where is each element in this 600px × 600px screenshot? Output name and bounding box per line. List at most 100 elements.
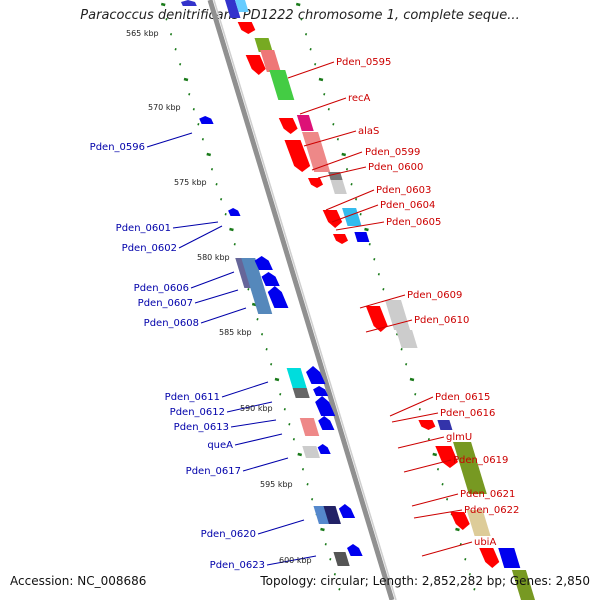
gene-feature[interactable] bbox=[278, 118, 298, 134]
gene-feature[interactable] bbox=[466, 510, 491, 536]
gene-feature[interactable] bbox=[418, 420, 436, 430]
gene-feature[interactable] bbox=[323, 506, 341, 524]
gene-feature[interactable] bbox=[330, 180, 347, 194]
gene-arrow-forward[interactable] bbox=[278, 118, 298, 134]
gene-label-reca[interactable]: recA bbox=[348, 93, 371, 104]
gene-feature[interactable] bbox=[260, 50, 281, 72]
gene-arrow-reverse[interactable] bbox=[261, 272, 280, 286]
gene-label-pden-0622[interactable]: Pden_0622 bbox=[464, 505, 519, 516]
gene-feature[interactable] bbox=[284, 140, 311, 172]
gene-block[interactable] bbox=[437, 420, 453, 430]
gene-feature[interactable] bbox=[225, 0, 241, 18]
gene-label-ubia[interactable]: ubiA bbox=[474, 537, 496, 548]
gene-feature[interactable] bbox=[261, 272, 280, 286]
gene-label-pden-0595[interactable]: Pden_0595 bbox=[336, 57, 391, 68]
gene-label-alas[interactable]: alaS bbox=[358, 126, 379, 137]
gene-label-pden-0600[interactable]: Pden_0600 bbox=[368, 162, 423, 173]
gene-feature[interactable] bbox=[479, 548, 500, 568]
gene-feature[interactable] bbox=[269, 70, 295, 100]
gene-label-pden-0602[interactable]: Pden_0602 bbox=[122, 243, 177, 254]
gene-block[interactable] bbox=[498, 548, 521, 568]
gene-block[interactable] bbox=[269, 70, 295, 100]
gene-feature[interactable] bbox=[199, 116, 214, 124]
gene-feature[interactable] bbox=[318, 416, 335, 430]
gene-block[interactable] bbox=[333, 552, 350, 566]
gene-arrow-forward[interactable] bbox=[307, 178, 324, 188]
gene-label-pden-0619[interactable]: Pden_0619 bbox=[453, 455, 508, 466]
gene-arrow-forward[interactable] bbox=[479, 548, 500, 568]
gene-block[interactable] bbox=[296, 115, 314, 131]
gene-arrow-reverse[interactable] bbox=[347, 544, 363, 556]
gene-arrow-forward[interactable] bbox=[450, 512, 470, 530]
gene-label-pden-0620[interactable]: Pden_0620 bbox=[201, 529, 256, 540]
gene-feature[interactable] bbox=[435, 446, 458, 468]
gene-feature[interactable] bbox=[241, 258, 273, 314]
gene-feature[interactable] bbox=[332, 234, 349, 244]
gene-feature[interactable] bbox=[333, 552, 350, 566]
gene-label-pden-0610[interactable]: Pden_0610 bbox=[414, 315, 469, 326]
gene-label-pden-0621[interactable]: Pden_0621 bbox=[460, 489, 515, 500]
gene-label-pden-0603[interactable]: Pden_0603 bbox=[376, 185, 431, 196]
gene-label-pden-0611[interactable]: Pden_0611 bbox=[165, 392, 220, 403]
gene-feature[interactable] bbox=[365, 306, 388, 332]
gene-arrow-reverse[interactable] bbox=[199, 116, 214, 124]
gene-label-pden-0599[interactable]: Pden_0599 bbox=[365, 147, 420, 158]
gene-feature[interactable] bbox=[317, 444, 331, 454]
gene-feature[interactable] bbox=[286, 368, 308, 390]
gene-feature[interactable] bbox=[254, 256, 273, 270]
gene-feature[interactable] bbox=[307, 178, 324, 188]
gene-feature[interactable] bbox=[498, 548, 521, 568]
gene-block[interactable] bbox=[299, 418, 320, 436]
gene-feature[interactable] bbox=[245, 55, 266, 75]
gene-block[interactable] bbox=[354, 232, 370, 242]
gene-arrow-forward[interactable] bbox=[418, 420, 436, 430]
gene-feature[interactable] bbox=[354, 232, 370, 242]
gene-label-pden-0617[interactable]: Pden_0617 bbox=[186, 466, 241, 477]
gene-block[interactable] bbox=[385, 300, 411, 330]
gene-arrow-reverse[interactable] bbox=[267, 286, 289, 308]
gene-block[interactable] bbox=[302, 132, 331, 172]
gene-label-pden-0601[interactable]: Pden_0601 bbox=[116, 223, 171, 234]
gene-block[interactable] bbox=[466, 510, 491, 536]
gene-block[interactable] bbox=[235, 0, 249, 12]
gene-label-pden-0606[interactable]: Pden_0606 bbox=[134, 283, 189, 294]
gene-arrow-reverse[interactable] bbox=[228, 208, 241, 216]
gene-block[interactable] bbox=[396, 330, 418, 348]
gene-block[interactable] bbox=[260, 50, 281, 72]
gene-arrow-forward[interactable] bbox=[435, 446, 458, 468]
gene-feature[interactable] bbox=[313, 386, 329, 396]
gene-feature[interactable] bbox=[302, 132, 331, 172]
gene-feature[interactable] bbox=[453, 442, 487, 494]
gene-block[interactable] bbox=[241, 258, 273, 314]
gene-arrow-reverse[interactable] bbox=[306, 366, 326, 384]
gene-feature[interactable] bbox=[511, 570, 535, 600]
gene-label-pden-0612[interactable]: Pden_0612 bbox=[170, 407, 225, 418]
gene-arrow-forward[interactable] bbox=[237, 22, 256, 34]
gene-feature[interactable] bbox=[328, 172, 343, 180]
gene-arrow-forward[interactable] bbox=[245, 55, 266, 75]
gene-label-pden-0616[interactable]: Pden_0616 bbox=[440, 408, 495, 419]
gene-arrow-forward[interactable] bbox=[322, 210, 343, 228]
gene-feature[interactable] bbox=[322, 210, 343, 228]
gene-label-pden-0605[interactable]: Pden_0605 bbox=[386, 217, 441, 228]
gene-label-pden-0613[interactable]: Pden_0613 bbox=[174, 422, 229, 433]
gene-arrow-reverse[interactable] bbox=[254, 256, 273, 270]
gene-block[interactable] bbox=[292, 388, 310, 398]
gene-arrow-forward[interactable] bbox=[284, 140, 311, 172]
gene-feature[interactable] bbox=[396, 330, 418, 348]
gene-label-pden-0604[interactable]: Pden_0604 bbox=[380, 200, 435, 211]
gene-arrow-reverse[interactable] bbox=[317, 444, 331, 454]
gene-label-pden-0623[interactable]: Pden_0623 bbox=[210, 560, 265, 571]
gene-feature[interactable] bbox=[267, 286, 289, 308]
gene-feature[interactable] bbox=[315, 396, 336, 416]
gene-block[interactable] bbox=[254, 38, 273, 52]
gene-arrow-reverse[interactable] bbox=[181, 0, 197, 6]
gene-arrow-reverse[interactable] bbox=[315, 396, 336, 416]
gene-feature[interactable] bbox=[338, 504, 356, 518]
gene-feature[interactable] bbox=[385, 300, 411, 330]
gene-feature[interactable] bbox=[437, 420, 453, 430]
gene-block[interactable] bbox=[225, 0, 241, 18]
gene-label-glmu[interactable]: glmU bbox=[446, 432, 472, 443]
gene-feature[interactable] bbox=[296, 115, 314, 131]
gene-arrow-reverse[interactable] bbox=[313, 386, 329, 396]
